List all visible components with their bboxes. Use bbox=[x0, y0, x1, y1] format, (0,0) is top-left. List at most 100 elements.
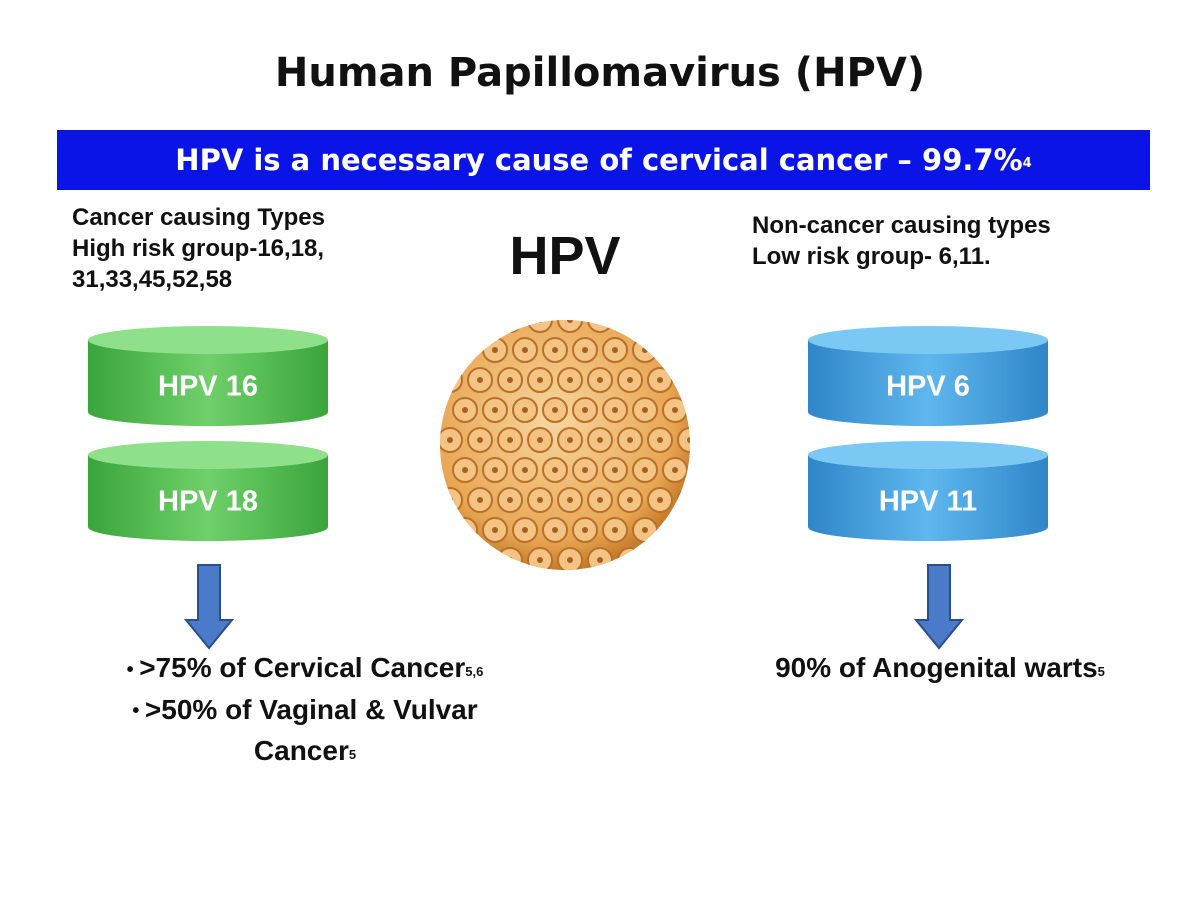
capsomere-hole bbox=[687, 437, 690, 443]
cylinder-label: HPV 11 bbox=[879, 486, 977, 518]
cylinder-top bbox=[88, 441, 328, 469]
cylinder-label: HPV 18 bbox=[158, 486, 258, 518]
capsomere-hole bbox=[612, 467, 618, 473]
capsomere-hole bbox=[657, 497, 663, 503]
center-label: HPV bbox=[509, 226, 621, 286]
capsomere bbox=[662, 337, 688, 363]
capsomere-hole bbox=[537, 497, 543, 503]
capsomere-hole bbox=[672, 527, 678, 533]
capsomere-hole bbox=[552, 467, 558, 473]
heading-line: High risk group-16,18, bbox=[72, 235, 325, 262]
capsomere-hole bbox=[492, 407, 498, 413]
capsomere bbox=[677, 367, 690, 393]
capsomere-hole bbox=[657, 377, 663, 383]
capsomere-hole bbox=[567, 437, 573, 443]
cylinders: HPV 16 HPV 18 HPV 6 HPV 11 bbox=[88, 326, 1048, 541]
capsomere-hole bbox=[507, 437, 513, 443]
capsomere-hole bbox=[477, 320, 483, 323]
superscript: 5,6 bbox=[465, 664, 484, 679]
capsomere-hole bbox=[567, 320, 573, 323]
capsomere-hole bbox=[537, 437, 543, 443]
capsomere-hole bbox=[627, 497, 633, 503]
superscript: 4 bbox=[1022, 156, 1032, 171]
capsomere-hole bbox=[687, 320, 690, 323]
outcome-text: >50% of Vaginal & Vulvar Cancer bbox=[144, 693, 478, 767]
cylinder: HPV 11 bbox=[808, 441, 1048, 541]
capsomere-hole bbox=[477, 557, 483, 563]
capsomere-hole bbox=[567, 497, 573, 503]
banner: HPV is a necessary cause of cervical can… bbox=[57, 130, 1150, 190]
capsomere bbox=[677, 320, 690, 333]
capsomere bbox=[662, 517, 688, 543]
capsomere-hole bbox=[447, 320, 453, 323]
cylinder: HPV 18 bbox=[88, 441, 328, 541]
capsomere-hole bbox=[462, 407, 468, 413]
capsomere-hole bbox=[447, 377, 453, 383]
capsomere-hole bbox=[507, 320, 513, 323]
cylinder-label: HPV 6 bbox=[886, 371, 970, 403]
capsomere bbox=[647, 547, 673, 570]
capsomere-hole bbox=[477, 437, 483, 443]
capsomere bbox=[440, 487, 463, 513]
capsomere bbox=[452, 517, 478, 543]
heading-line: Cancer causing Types bbox=[72, 204, 325, 231]
capsomere-hole bbox=[522, 527, 528, 533]
capsomere bbox=[587, 320, 613, 333]
capsomere bbox=[677, 487, 690, 513]
capsomere-hole bbox=[687, 557, 690, 563]
capsomere-hole bbox=[627, 377, 633, 383]
capsomere-hole bbox=[567, 557, 573, 563]
cylinder-top bbox=[808, 326, 1048, 354]
capsomere bbox=[467, 547, 493, 570]
outcome: >50% of Vaginal & Vulvar Cancer5 bbox=[85, 690, 525, 772]
capsomere-hole bbox=[537, 377, 543, 383]
capsomere-hole bbox=[522, 347, 528, 353]
capsomere bbox=[440, 367, 463, 393]
superscript: 5 bbox=[348, 747, 357, 763]
capsomere-hole bbox=[612, 527, 618, 533]
capsomere-hole bbox=[642, 467, 648, 473]
capsomere-hole bbox=[627, 320, 633, 323]
outcome: >75% of Cervical Cancer5,6 bbox=[85, 648, 525, 690]
capsomere-hole bbox=[567, 377, 573, 383]
right-outcomes: 90% of Anogenital warts5 bbox=[720, 648, 1160, 688]
capsomere-hole bbox=[522, 407, 528, 413]
capsomere-hole bbox=[507, 497, 513, 503]
capsomere-hole bbox=[687, 497, 690, 503]
cylinder: HPV 6 bbox=[808, 326, 1048, 426]
capsomere bbox=[557, 320, 583, 333]
outcome-text: >75% of Cervical Cancer bbox=[139, 652, 466, 683]
capsomere-hole bbox=[492, 467, 498, 473]
capsomere-hole bbox=[477, 497, 483, 503]
right-heading: Non-cancer causing types Low risk group- … bbox=[752, 210, 1051, 272]
capsomere-hole bbox=[537, 320, 543, 323]
capsomere bbox=[497, 547, 523, 570]
capsomere-hole bbox=[672, 347, 678, 353]
left-heading: Cancer causing Types High risk group-16,1… bbox=[72, 202, 325, 295]
cylinder-top bbox=[88, 326, 328, 354]
cylinder-base bbox=[808, 513, 1048, 541]
capsomere-hole bbox=[642, 527, 648, 533]
capsomere bbox=[617, 320, 643, 333]
capsomere bbox=[440, 547, 463, 570]
capsomere-hole bbox=[597, 497, 603, 503]
capsomere-hole bbox=[612, 347, 618, 353]
capsomere bbox=[497, 320, 523, 333]
capsomere bbox=[647, 320, 673, 333]
heading-line: Low risk group- 6,11. bbox=[752, 243, 991, 270]
capsomere-hole bbox=[597, 320, 603, 323]
capsomere-hole bbox=[462, 467, 468, 473]
capsomere-hole bbox=[447, 497, 453, 503]
capsomere-hole bbox=[522, 467, 528, 473]
capsomere bbox=[527, 320, 553, 333]
capsomere-hole bbox=[492, 347, 498, 353]
capsomere-hole bbox=[552, 347, 558, 353]
cylinder: HPV 16 bbox=[88, 326, 328, 426]
title: Human Papillomavirus (HPV) bbox=[274, 50, 926, 96]
capsomere bbox=[677, 427, 690, 453]
capsomere bbox=[467, 320, 493, 333]
arrow bbox=[183, 564, 235, 650]
capsomere-hole bbox=[492, 527, 498, 533]
capsomere-hole bbox=[447, 437, 453, 443]
capsomere-hole bbox=[612, 407, 618, 413]
